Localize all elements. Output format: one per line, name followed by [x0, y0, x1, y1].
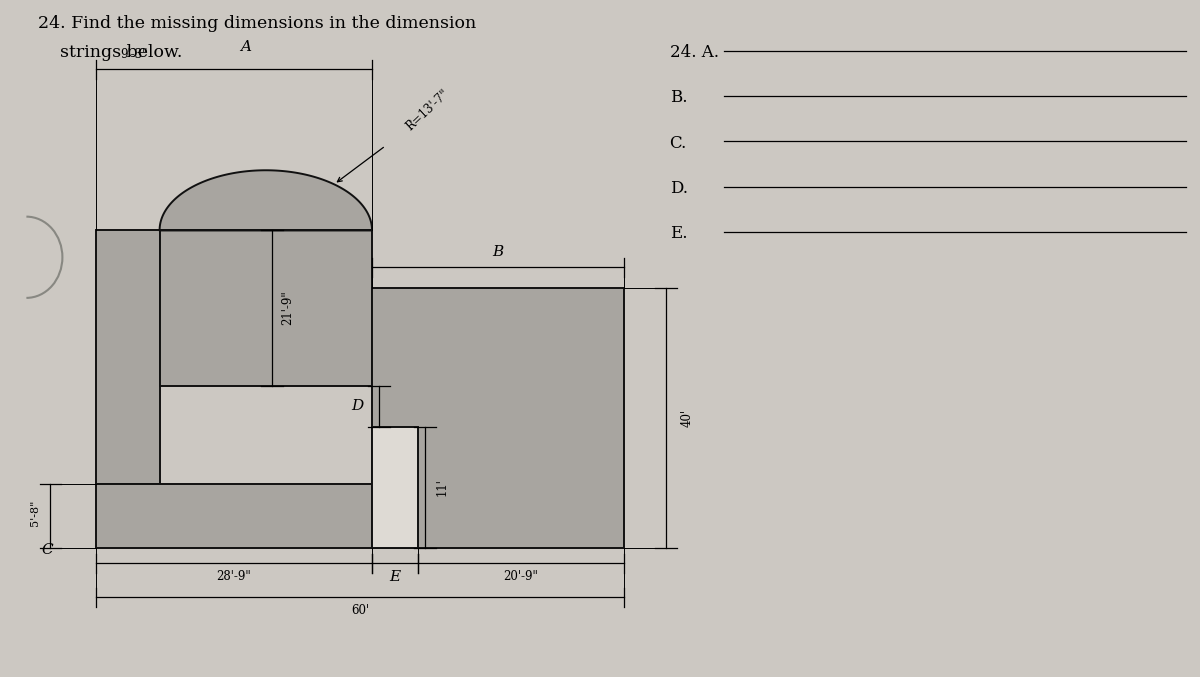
Text: 60': 60'	[350, 604, 370, 617]
Text: E.: E.	[670, 225, 688, 242]
Text: 11': 11'	[436, 479, 449, 496]
Bar	[372, 427, 418, 548]
Text: B: B	[492, 245, 504, 259]
Text: 20'-9": 20'-9"	[503, 570, 539, 583]
Text: A: A	[240, 40, 252, 54]
Bar	[372, 288, 624, 548]
Text: 21'-9": 21'-9"	[282, 290, 294, 326]
Text: 28'-9": 28'-9"	[217, 570, 251, 583]
Text: C.: C.	[670, 135, 686, 152]
Bar	[96, 230, 160, 484]
Text: D: D	[352, 399, 364, 413]
Text: D.: D.	[670, 180, 688, 197]
Text: 9'-3": 9'-3"	[120, 48, 148, 61]
Text: 5'-8": 5'-8"	[30, 500, 40, 526]
Polygon shape	[160, 171, 372, 230]
Text: E: E	[389, 570, 401, 584]
Text: 24. Find the missing dimensions in the dimension: 24. Find the missing dimensions in the d…	[38, 15, 476, 32]
Text: C: C	[41, 543, 53, 557]
Text: B.: B.	[670, 89, 688, 106]
Text: R=13'-7": R=13'-7"	[403, 87, 451, 133]
Bar	[160, 230, 372, 386]
Bar	[96, 484, 372, 548]
Text: strings below.: strings below.	[38, 44, 182, 61]
Text: 24. A.: 24. A.	[670, 44, 719, 61]
Text: 40': 40'	[680, 409, 694, 427]
